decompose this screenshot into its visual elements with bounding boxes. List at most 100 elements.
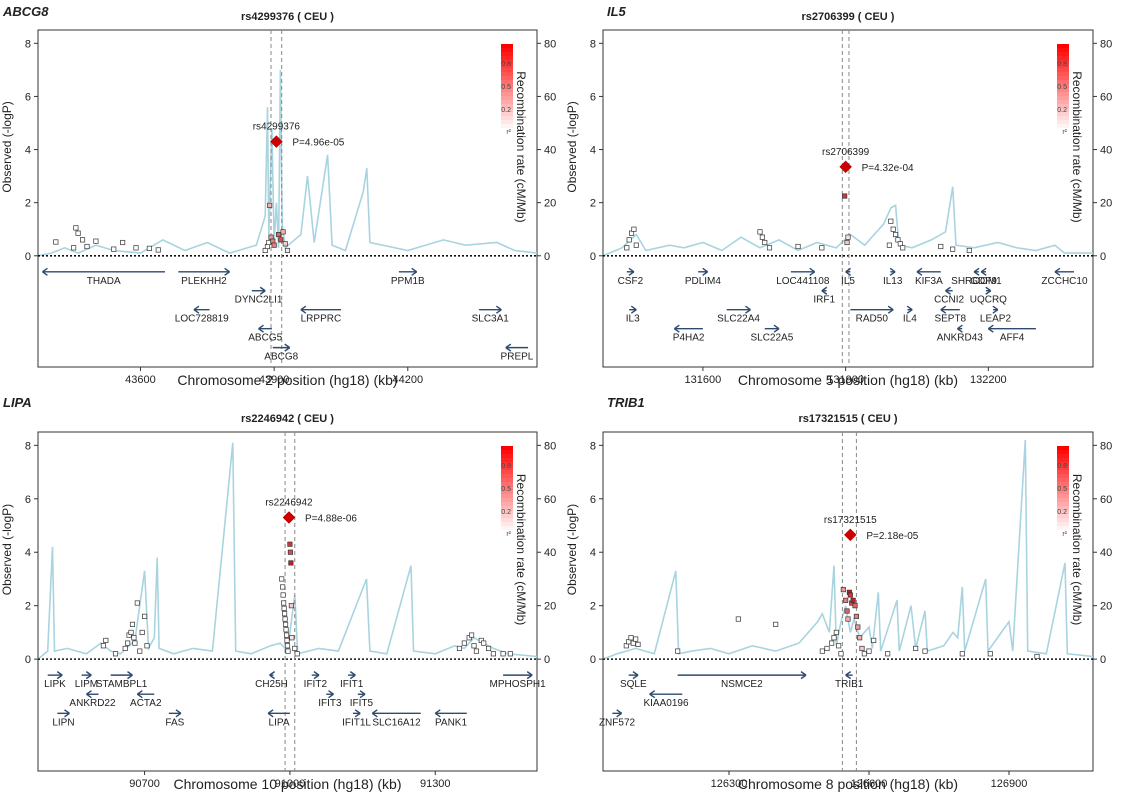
panel-title: rs2706399 ( CEU ) [802,11,895,23]
snp-point [633,242,639,248]
r2-legend-swatch [501,68,513,73]
r2-legend-swatch [501,530,513,535]
gene-arrowhead [940,305,947,314]
snp-point [282,241,288,247]
recombination-rate-line [602,439,1094,660]
gene-label: TRIB1 [835,679,864,690]
r2-legend-swatch [1057,52,1069,57]
snp-point [507,651,513,657]
snp-point [890,226,896,232]
snp-point [280,592,286,598]
r2-legend-swatch [501,128,513,133]
gene-arrowhead [526,671,533,680]
snp-point [112,651,119,657]
snp-point [292,645,298,651]
r2-legend-swatch [501,96,513,101]
snp-point [461,640,467,646]
snp-point [129,621,136,627]
x-axis-tick-label: 131600 [685,374,722,386]
snp-point [53,239,59,245]
snp-point [675,648,681,654]
snp-point [757,229,763,235]
y2-axis-tick-label: 60 [544,91,556,103]
gene-name-label: TRIB1 [607,395,645,410]
snp-point [635,641,641,647]
r2-legend-swatch [1057,116,1069,121]
gene-arrowhead [980,267,987,276]
gene-label: LIPN [52,717,74,728]
snp-point [122,645,128,651]
gene-label: LRPPRC [301,314,342,325]
r2-legend-swatch [501,522,513,527]
gene-label: CSF2 [618,276,644,287]
snp-point [855,624,861,630]
snp-point [843,597,849,603]
gene-label: IFIT3 [318,698,342,709]
snp-point [631,226,637,232]
x-axis-tick-label: 91300 [420,778,451,790]
snp-point [75,230,81,236]
snp-point [871,637,877,643]
snp-point [283,632,290,638]
snp-point [125,640,131,646]
snp-point [284,643,291,649]
r2-legend-swatch [1057,478,1069,483]
gene-label: LIPA [269,717,290,728]
snp-point [845,234,851,240]
r2-legend-swatch [1057,124,1069,129]
x-axis-tick-label: 126900 [991,778,1028,790]
gene-label: IL3 [626,314,640,325]
r2-legend-swatch [1057,474,1069,479]
gene-arrowhead [505,343,512,352]
r2-legend-swatch [1057,510,1069,515]
r2-legend-swatch [1057,80,1069,85]
gene-arrowhead [284,343,291,352]
r2-legend-swatch [1057,92,1069,97]
snp-point [766,245,773,251]
plot-frame [37,29,538,368]
snp-point [762,239,768,246]
snp-point [900,245,906,251]
locus-panel-lipa: LIPA rs2246942 ( CEU ) rs2246942 P=4.88e-06… [0,395,556,792]
y2-axis-tick-label: 20 [1100,601,1112,613]
r2-legend-label: 0.8 [1057,61,1067,68]
r2-legend-swatch [501,108,513,113]
snp-point [853,613,859,619]
y2-axis-tick-label: 0 [1100,654,1106,666]
gene-arrowhead [616,709,623,718]
y-axis-tick-label: 8 [590,440,596,452]
r2-legend-swatch [1057,498,1069,503]
y2-axis-tick-label: 80 [1100,38,1112,50]
gene-label: MPHOSPH1 [490,679,547,690]
gene-label: PPM1B [391,276,425,287]
r2-legend-label: 0.8 [501,463,511,470]
gene-arrowhead [673,324,680,333]
gene-label: ABCG8 [264,352,298,363]
r2-legend-swatch [501,72,513,77]
r2-legend-swatch [501,446,513,451]
plot-frame [602,29,1094,368]
r2-legend-label: r² [1062,531,1067,538]
r2-legend-swatch [501,124,513,129]
r2-legend-swatch [501,88,513,93]
gene-arrowhead [175,709,182,718]
snp-point [142,613,148,619]
gene-label: IFIT1 [340,679,364,690]
r2-legend-swatch [501,84,513,89]
r2-legend-swatch [1057,96,1069,101]
snp-point [279,576,285,582]
snp-point [852,603,858,609]
gene-arrowhead [300,305,307,314]
gene-arrowhead [973,267,980,276]
snp-point [132,640,138,646]
gene-label: DYNC2LI1 [235,295,283,306]
snp-point [280,584,286,590]
r2-legend-swatch [1057,482,1069,487]
y-axis-tick-label: 4 [590,547,596,559]
snp-point [155,247,161,253]
r2-legend-label: 0.8 [501,61,511,68]
y-axis-tick-label: 0 [590,251,596,263]
y2-axis-tick-label: 60 [544,494,556,506]
r2-legend-label: 0.2 [501,107,511,114]
gene-label: GDF9 [970,276,997,287]
